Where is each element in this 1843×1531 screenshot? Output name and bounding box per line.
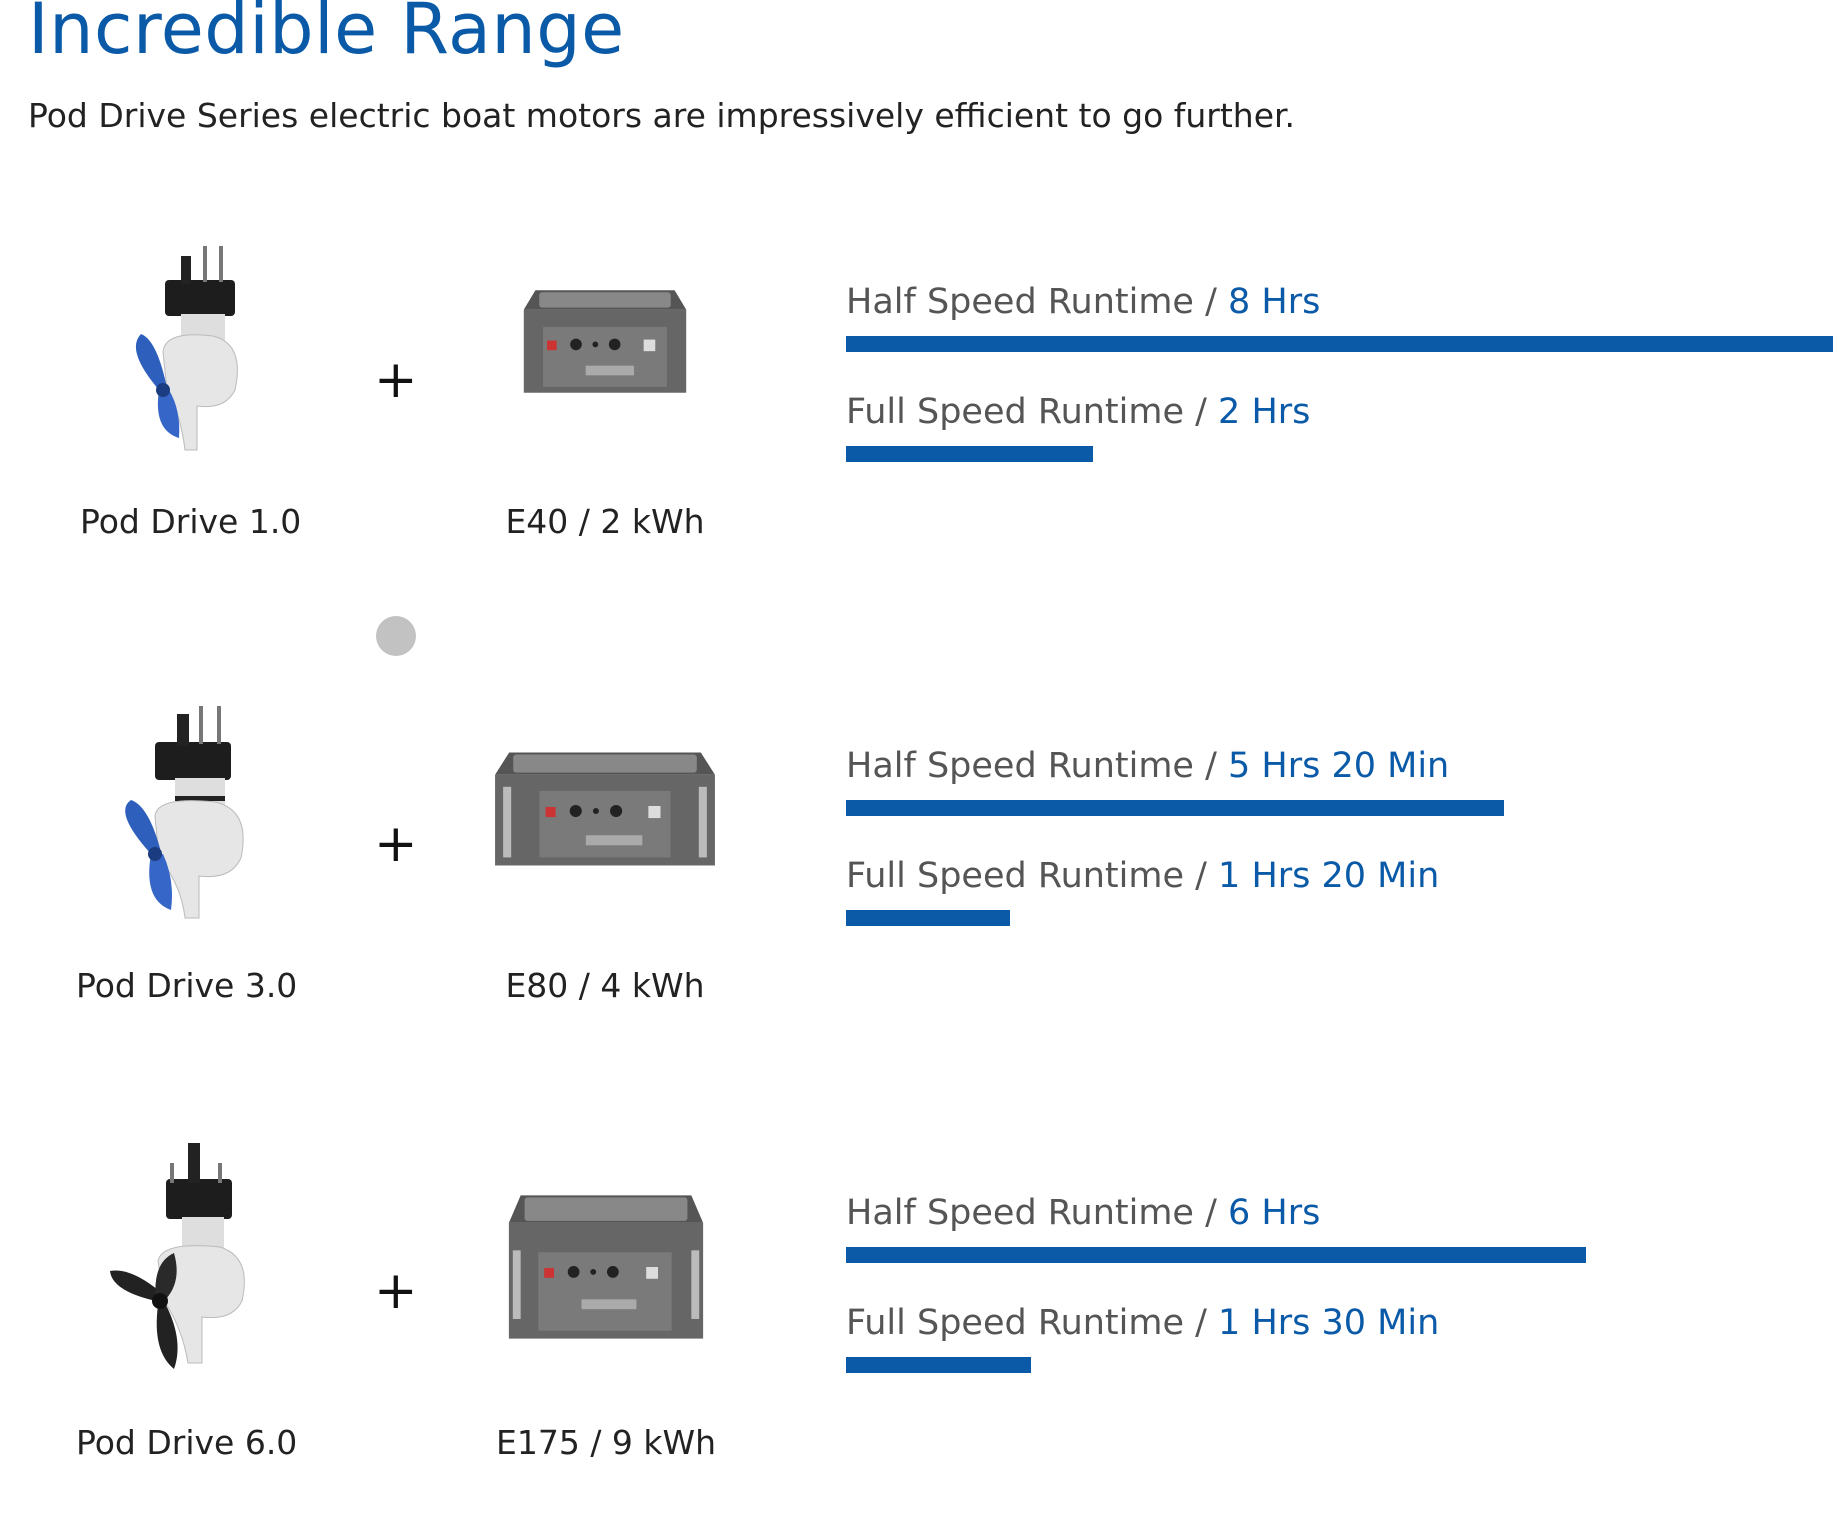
plus-sign: +	[374, 814, 418, 874]
plus-sign: +	[374, 350, 418, 410]
full-speed-label: Full Speed Runtime /	[846, 392, 1219, 432]
motor-label: Pod Drive 6.0	[76, 1423, 298, 1462]
half-speed-bar	[846, 1247, 1586, 1263]
half-speed-bar	[846, 336, 1833, 352]
battery-pack-icon	[508, 1195, 704, 1339]
battery-label: E175 / 9 kWh	[496, 1423, 717, 1462]
pod-drive-motor-icon	[125, 706, 244, 919]
half-speed-value: 5 Hrs 20 Min	[1228, 746, 1450, 786]
motor-label: Pod Drive 3.0	[76, 966, 298, 1005]
full-speed-value: 1 Hrs 30 Min	[1218, 1303, 1440, 1343]
page-title: Incredible Range	[28, 0, 625, 70]
battery-pack-icon	[523, 290, 687, 393]
full-speed-label: Full Speed Runtime /	[846, 1303, 1219, 1343]
full-speed-value: 1 Hrs 20 Min	[1218, 856, 1440, 896]
full-speed-bar	[846, 910, 1010, 926]
full-speed-runtime: Full Speed Runtime / 1 Hrs 20 Min	[846, 856, 1439, 896]
product-row-pod-drive-6: + Pod Drive 6.0 E175 / 9 kWh Half Speed …	[0, 1143, 1843, 1531]
half-speed-label: Half Speed Runtime /	[846, 1193, 1229, 1233]
battery-label: E80 / 4 kWh	[505, 966, 705, 1005]
half-speed-runtime: Half Speed Runtime / 5 Hrs 20 Min	[846, 746, 1449, 786]
page-subtitle: Pod Drive Series electric boat motors ar…	[28, 96, 1296, 135]
product-row-pod-drive-3: + Pod Drive 3.0 E80 / 4 kWh Half Speed R…	[0, 704, 1843, 1084]
full-speed-bar	[846, 1357, 1031, 1373]
full-speed-bar	[846, 446, 1093, 462]
pod-drive-motor-icon	[110, 1143, 245, 1369]
product-row-pod-drive-1: + Pod Drive 1.0 E40 / 2 kWh Half Speed R…	[0, 240, 1843, 620]
half-speed-runtime: Half Speed Runtime / 6 Hrs	[846, 1193, 1320, 1233]
full-speed-runtime: Full Speed Runtime / 1 Hrs 30 Min	[846, 1303, 1439, 1343]
carousel-dot-icon[interactable]	[376, 616, 416, 656]
battery-label: E40 / 2 kWh	[505, 502, 705, 541]
half-speed-label: Half Speed Runtime /	[846, 282, 1229, 322]
full-speed-runtime: Full Speed Runtime / 2 Hrs	[846, 392, 1310, 432]
half-speed-bar	[846, 800, 1504, 816]
motor-label: Pod Drive 1.0	[80, 502, 302, 541]
pod-drive-motor-icon	[135, 246, 238, 451]
half-speed-value: 8 Hrs	[1228, 282, 1321, 322]
half-speed-runtime: Half Speed Runtime / 8 Hrs	[846, 282, 1320, 322]
half-speed-value: 6 Hrs	[1228, 1193, 1321, 1233]
full-speed-label: Full Speed Runtime /	[846, 856, 1219, 896]
half-speed-label: Half Speed Runtime /	[846, 746, 1229, 786]
battery-pack-icon	[495, 752, 715, 866]
plus-sign: +	[374, 1261, 418, 1321]
full-speed-value: 2 Hrs	[1218, 392, 1311, 432]
